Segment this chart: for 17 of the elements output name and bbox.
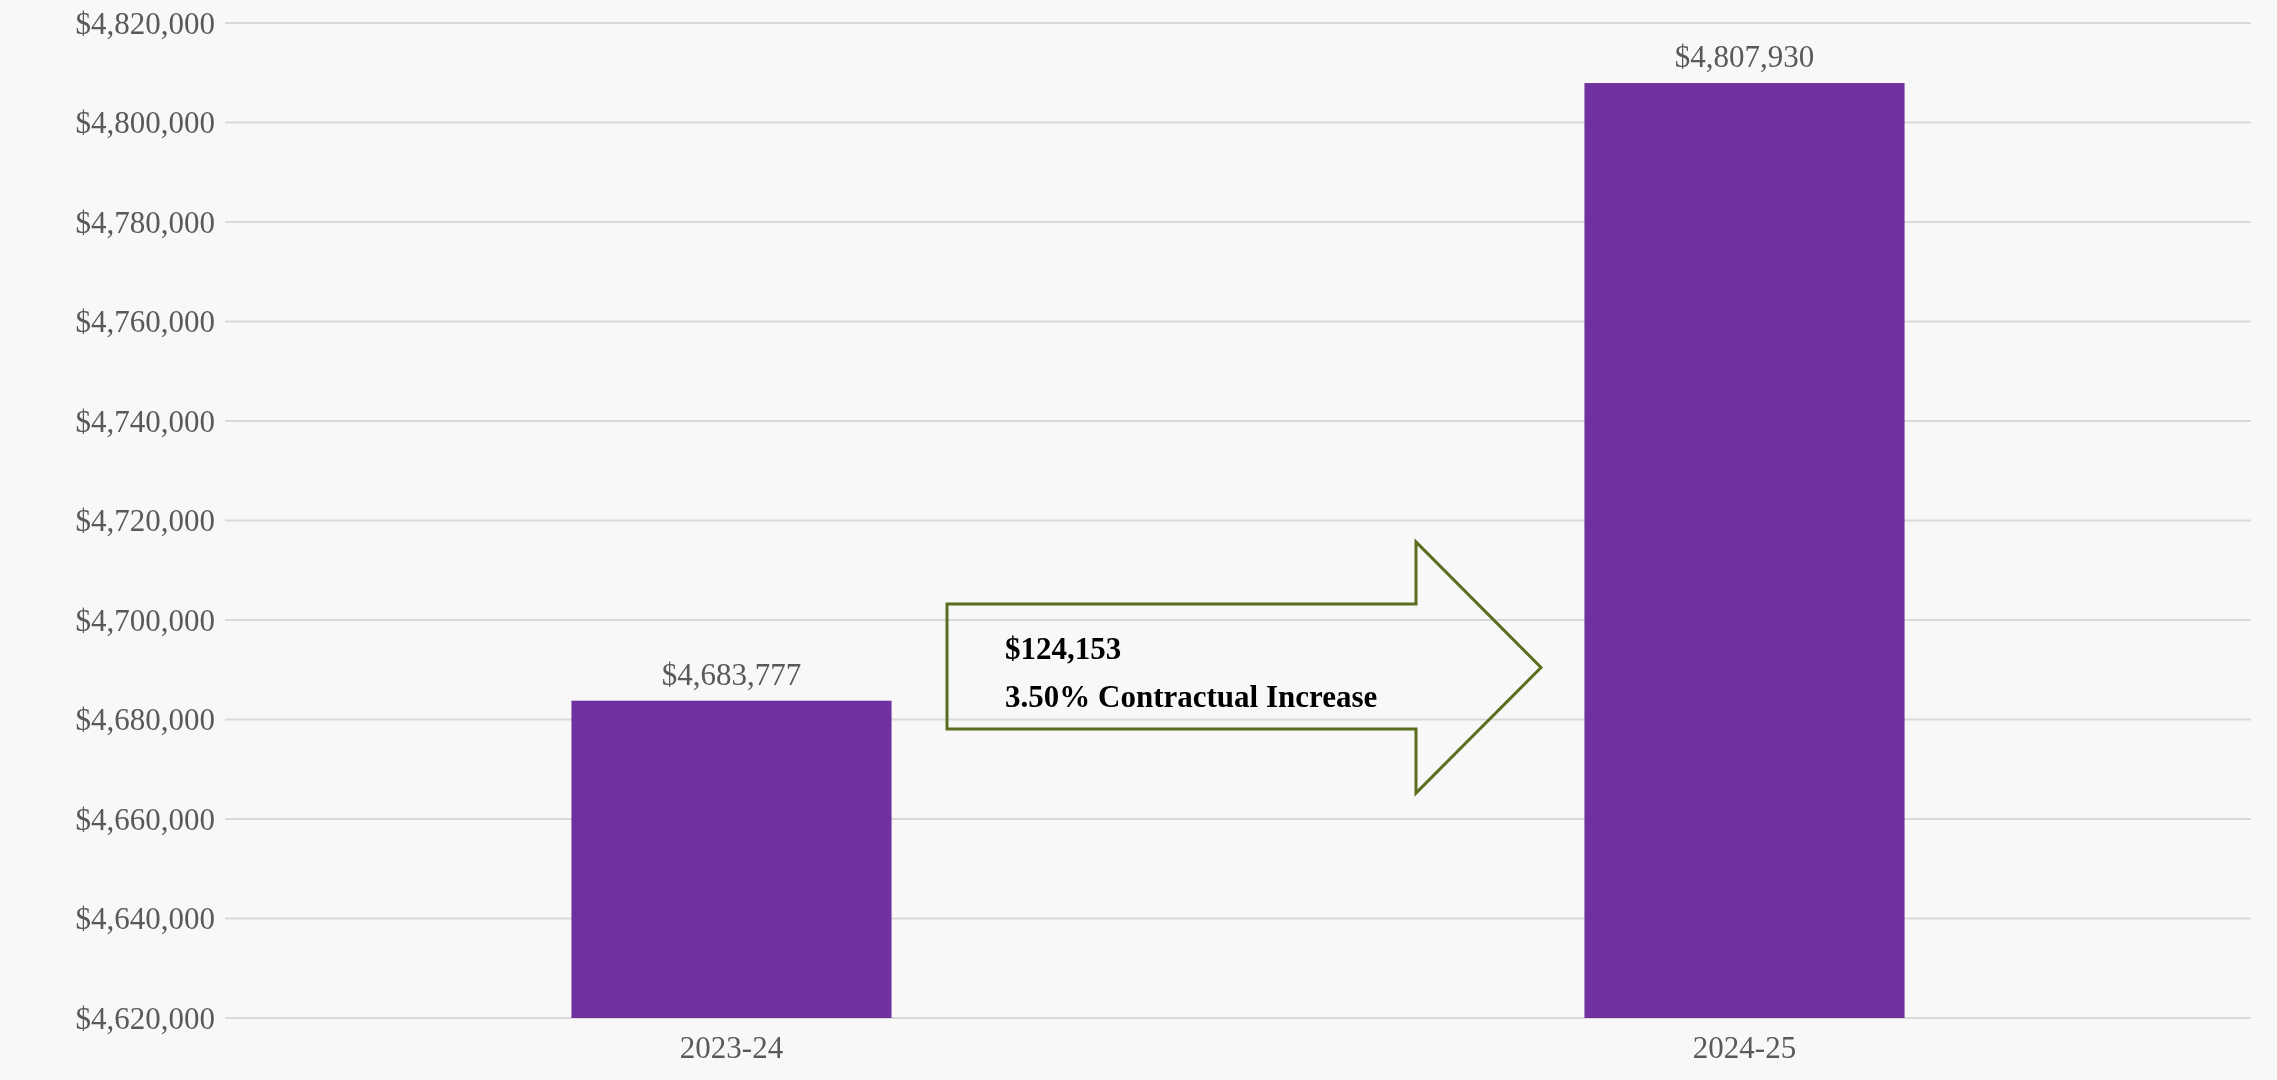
annotation: 3.50% Contractual Increase <box>1005 678 1378 714</box>
x-tick-label: 2024-25 <box>1692 1030 1797 1065</box>
y-tick-label: $4,720,000 <box>75 503 215 539</box>
y-tick-label: $4,640,000 <box>75 901 215 937</box>
y-tick-label: $4,680,000 <box>75 702 215 738</box>
y-tick-label: $4,740,000 <box>75 403 215 439</box>
data-label: $4,807,930 <box>1674 39 1815 75</box>
y-tick-label: $4,660,000 <box>75 801 215 837</box>
y-tick-label: $4,800,000 <box>75 105 215 141</box>
y-tick-label: $4,820,000 <box>75 5 215 41</box>
y-tick-label: $4,620,000 <box>75 1000 215 1036</box>
y-tick-label: $4,760,000 <box>75 304 215 340</box>
annotation: $124,153 <box>1005 630 1122 666</box>
y-tick-label: $4,700,000 <box>75 602 215 638</box>
data-label: $4,683,777 <box>661 656 802 692</box>
x-tick-label: 2023-24 <box>679 1030 784 1065</box>
y-tick-label: $4,780,000 <box>75 204 215 240</box>
